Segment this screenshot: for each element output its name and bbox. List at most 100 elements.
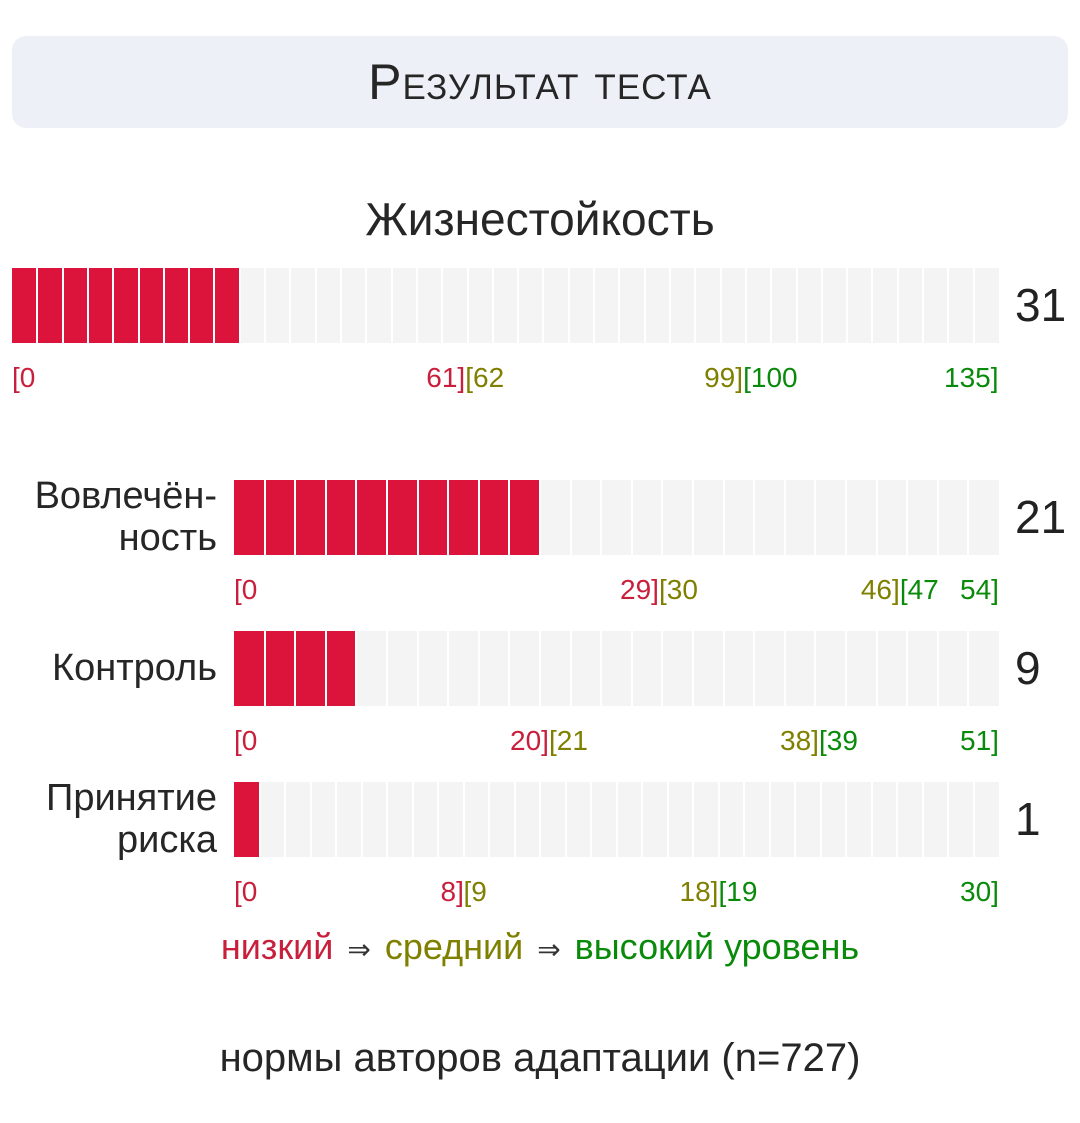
scale-divider	[324, 631, 327, 706]
scale-divider	[340, 268, 342, 343]
scale-divider	[294, 480, 297, 555]
tick-label: [0	[12, 362, 36, 393]
scale-divider	[814, 480, 817, 555]
scale-divider	[871, 268, 874, 343]
scale-divider	[441, 268, 444, 343]
tick-label: 29]	[620, 574, 659, 605]
scale-control	[234, 631, 999, 706]
tick-label: 135]	[944, 362, 999, 393]
scale-fill	[234, 782, 260, 857]
scale-divider	[600, 480, 603, 555]
scale-divider	[263, 631, 266, 706]
scale-divider	[386, 782, 388, 857]
scale-divider	[783, 631, 786, 706]
result-header: Результат теста	[12, 36, 1068, 128]
section-title: Жизнестойкость	[365, 193, 715, 245]
scale-divider	[666, 782, 669, 857]
scale-divider	[188, 268, 191, 343]
scale-divider	[508, 631, 511, 706]
scale-divider	[875, 631, 878, 706]
scale-label: Вовлечён- ность	[34, 475, 217, 559]
scale-divider	[819, 782, 822, 857]
legend-arrow-icon: ⇒	[347, 934, 371, 965]
scale-divider	[845, 480, 847, 555]
scale-divider	[630, 480, 633, 555]
tick-label: [47	[899, 574, 939, 605]
scale-divider	[967, 631, 970, 706]
scale-divider	[517, 268, 520, 343]
tick-label: [62	[465, 362, 505, 393]
scale-divider	[462, 782, 465, 857]
tick-label: 99]	[704, 362, 744, 393]
scale-divider	[137, 268, 140, 343]
scale-value: 1	[1015, 793, 1041, 845]
scale-divider	[386, 631, 388, 706]
scale-divider	[753, 631, 756, 706]
tick-label: 20]	[510, 725, 549, 756]
tick-label: 18]	[679, 876, 719, 907]
tick-label: [19	[718, 876, 758, 907]
scale-divider	[539, 782, 541, 857]
level-legend: низкий ⇒ средний ⇒ высокий уровень	[0, 926, 1080, 968]
scale-label: Контроль	[51, 647, 217, 689]
scale-divider	[972, 268, 975, 343]
page-title: Результат теста	[368, 54, 712, 110]
scale-divider	[365, 268, 368, 343]
scale-divider	[922, 268, 925, 343]
scale-divider	[437, 782, 439, 857]
scale-divider	[564, 782, 567, 857]
scale-divider	[569, 480, 572, 555]
scale-divider	[258, 782, 261, 857]
scale-divider	[593, 268, 596, 343]
tick-label: 61]	[426, 362, 466, 393]
tick-label: 30]	[960, 876, 999, 907]
scale-divider	[542, 268, 545, 343]
scale-divider	[936, 480, 939, 555]
scale-divider	[355, 631, 358, 706]
scale-divider	[513, 782, 516, 857]
scale-divider	[692, 480, 694, 555]
scale-divider	[567, 268, 570, 343]
scale-divider	[846, 268, 849, 343]
legend-mid: средний	[384, 926, 524, 967]
tick-label: 54]	[960, 574, 999, 605]
scale-divider	[783, 480, 786, 555]
scale-divider	[814, 631, 817, 706]
tick-label: [0	[234, 574, 258, 605]
scale-label: Принятие риска	[46, 777, 217, 861]
scale-risk	[234, 782, 999, 857]
scale-value: 21	[1015, 491, 1067, 543]
scale-divider	[641, 782, 643, 857]
scale-divider	[795, 268, 798, 343]
scale-value: 9	[1015, 642, 1041, 694]
tick-label: [30	[659, 574, 698, 605]
scale-divider	[875, 480, 878, 555]
legend-arrow-icon: ⇒	[537, 934, 561, 965]
scale-divider	[294, 631, 297, 706]
scale-divider	[694, 268, 697, 343]
scale-divider	[284, 782, 286, 857]
scale-track	[234, 631, 999, 706]
scale-divider	[355, 480, 358, 555]
scale-divider	[615, 782, 618, 857]
scale-divider	[921, 782, 924, 857]
scale-divider	[263, 480, 266, 555]
scale-divider	[539, 480, 541, 555]
scale-divider	[972, 782, 975, 857]
scale-divider	[719, 268, 722, 343]
tick-label: 46]	[860, 574, 900, 605]
scale-divider	[744, 268, 747, 343]
tick-label: 51]	[960, 725, 999, 756]
scale-divider	[86, 268, 89, 343]
scale-divider	[936, 631, 939, 706]
scale-divider	[162, 268, 165, 343]
scale-divider	[717, 782, 720, 857]
tick-label: [0	[234, 725, 258, 756]
tick-label: [9	[463, 876, 487, 907]
scale-divider	[661, 480, 664, 555]
scale-divider	[770, 268, 773, 343]
tick-label: [100	[743, 362, 798, 393]
scale-divider	[967, 480, 970, 555]
legend-high: высокий уровень	[574, 926, 860, 967]
scale-divider	[569, 631, 572, 706]
